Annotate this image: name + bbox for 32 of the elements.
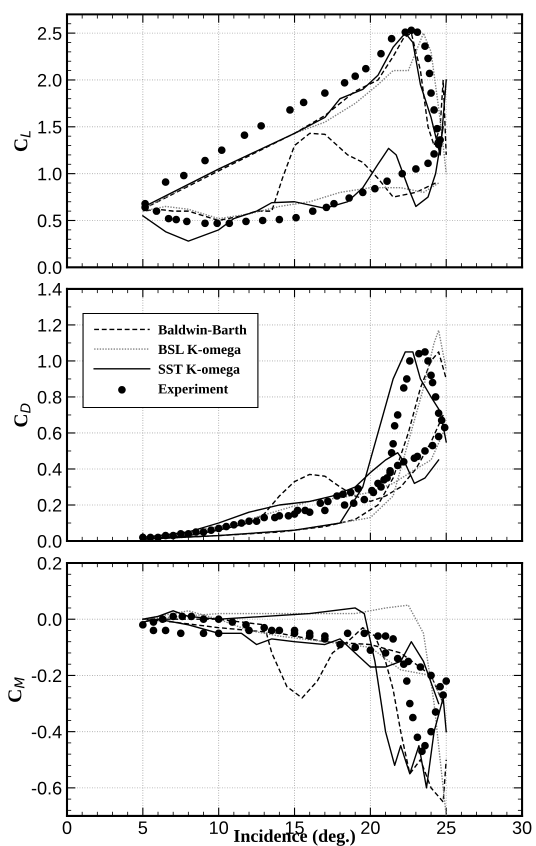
y-tick-label: 0.8 (38, 390, 62, 404)
y-tick-label: 0.2 (38, 556, 62, 570)
legend-label: BSL K-omega (158, 344, 241, 358)
legend-label: SST K-omega (158, 364, 240, 377)
y-tick-label: 2.0 (38, 74, 62, 87)
y-tick-label: 1.0 (38, 168, 62, 180)
y-tick-label: 0.4 (38, 462, 62, 476)
x-tick-label: 20 (361, 821, 380, 834)
y-tick-label: -0.2 (32, 669, 62, 682)
x-tick-label: 25 (437, 821, 456, 834)
y-tick-label: 2.5 (38, 27, 62, 40)
x-tick-label: 30 (512, 821, 532, 834)
y-tick-label: 0.5 (38, 214, 62, 228)
y-tick-label: -0.4 (32, 726, 62, 738)
x-tick-label: 0 (62, 821, 72, 834)
y-axis-title: C$_{M}$ (8, 677, 24, 702)
y-axis-title: C$_{D}$ (14, 404, 30, 427)
y-tick-label: 1.4 (38, 283, 62, 296)
y-tick-label: 0.6 (38, 426, 62, 440)
y-tick-label: 1.5 (38, 120, 62, 134)
y-tick-label: 0.0 (38, 534, 62, 548)
y-tick-label: 0.2 (38, 498, 62, 512)
x-tick-label: 10 (210, 821, 228, 834)
x-tick-label: 5 (138, 821, 148, 834)
y-tick-label: 1.0 (38, 354, 62, 368)
y-tick-label: -0.6 (32, 782, 62, 795)
y-tick-label: 0.0 (38, 261, 62, 274)
y-tick-label: 0.0 (38, 613, 62, 626)
y-axis-title: C$_{L}$ (14, 131, 30, 152)
y-tick-label: 1.2 (38, 318, 62, 332)
legend-label: Baldwin-Barth (158, 324, 247, 334)
legend-label: Experiment (158, 384, 228, 396)
